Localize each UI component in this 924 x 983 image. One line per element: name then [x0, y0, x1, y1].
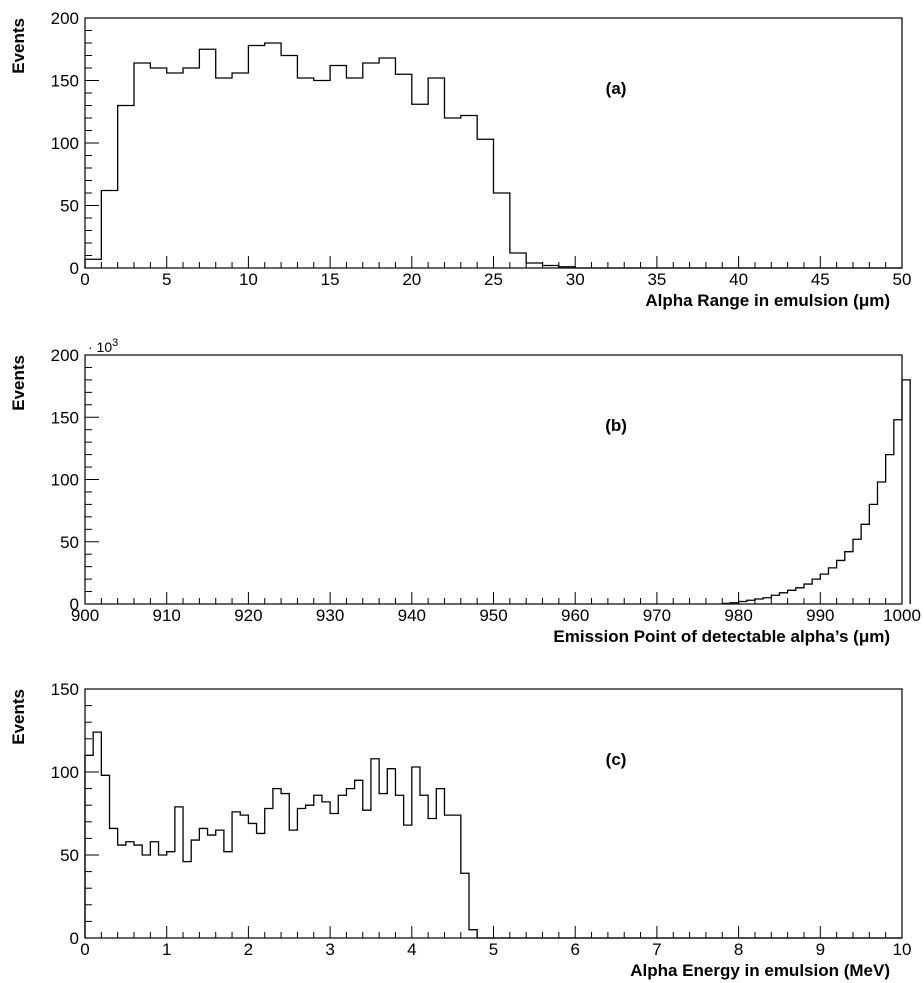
- y-tick-label: 150: [51, 72, 79, 91]
- x-tick-label: 960: [561, 606, 589, 625]
- y-tick-label: 100: [51, 134, 79, 153]
- x-tick-label: 2: [244, 940, 253, 959]
- x-tick-label: 6: [570, 940, 579, 959]
- y-tick-label: 100: [51, 471, 79, 490]
- plot-frame: [84, 688, 903, 939]
- y-axis-title: Events: [9, 18, 28, 74]
- y-tick-label: 50: [60, 846, 79, 865]
- y-tick-label: 150: [51, 680, 79, 699]
- panel-label: (c): [606, 750, 627, 769]
- x-tick-label: 5: [162, 270, 171, 289]
- y-tick-label: 200: [51, 9, 79, 28]
- x-tick-label: 0: [80, 940, 89, 959]
- x-tick-label: 30: [566, 270, 585, 289]
- x-tick-label: 940: [398, 606, 426, 625]
- x-tick-label: 0: [80, 270, 89, 289]
- y-tick-label: 50: [60, 197, 79, 216]
- plot-frame: [84, 354, 903, 605]
- x-tick-label: 900: [71, 606, 99, 625]
- x-axis-title: Emission Point of detectable alpha’s (μm…: [553, 627, 890, 646]
- y-axis-title: Events: [9, 355, 28, 411]
- x-tick-label: 920: [234, 606, 262, 625]
- x-tick-label: 1000: [883, 606, 921, 625]
- x-tick-label: 7: [652, 940, 661, 959]
- x-tick-label: 25: [484, 270, 503, 289]
- x-tick-label: 10: [893, 940, 912, 959]
- x-tick-label: 40: [729, 270, 748, 289]
- x-tick-label: 1: [162, 940, 171, 959]
- x-tick-label: 910: [153, 606, 181, 625]
- y-tick-label: 50: [60, 533, 79, 552]
- x-tick-label: 15: [321, 270, 340, 289]
- chart-panel-0: 0 5 10 15 20 25 30 35 40 45 50 0 50 100 150 200 Alpha Ra…: [9, 9, 911, 310]
- y-tick-label: 100: [51, 763, 79, 782]
- x-tick-label: 9: [816, 940, 825, 959]
- y-multiplier-label: · 103: [88, 337, 118, 355]
- x-tick-label: 980: [724, 606, 752, 625]
- x-tick-label: 10: [239, 270, 258, 289]
- y-tick-label: 200: [51, 346, 79, 365]
- panel-label: (a): [606, 79, 627, 98]
- y-axis-title: Events: [9, 689, 28, 745]
- x-axis-title: Alpha Range in emulsion (μm): [645, 291, 890, 310]
- x-tick-label: 8: [734, 940, 743, 959]
- x-tick-label: 20: [402, 270, 421, 289]
- x-axis-title: Alpha Energy in emulsion (MeV): [630, 961, 890, 980]
- x-tick-label: 45: [811, 270, 830, 289]
- y-tick-label: 0: [70, 259, 79, 278]
- x-tick-label: 950: [479, 606, 507, 625]
- histogram-series: [84, 42, 902, 269]
- x-tick-label: 930: [316, 606, 344, 625]
- histogram-series: [721, 379, 911, 605]
- histogram-series: [84, 731, 902, 939]
- x-tick-label: 4: [407, 940, 416, 959]
- y-tick-label: 0: [70, 595, 79, 614]
- chart-panel-1: 900 910 920 930 940 950 960 970 980 990 1000 0 50 100…: [9, 337, 921, 646]
- x-tick-label: 990: [806, 606, 834, 625]
- x-tick-label: 5: [489, 940, 498, 959]
- panel-label: (b): [605, 416, 627, 435]
- x-tick-label: 970: [643, 606, 671, 625]
- y-tick-label: 0: [70, 929, 79, 948]
- x-tick-label: 50: [893, 270, 912, 289]
- y-tick-label: 150: [51, 408, 79, 427]
- y-multiplier-exponent: 3: [112, 337, 118, 349]
- x-tick-label: 3: [325, 940, 334, 959]
- x-tick-label: 35: [647, 270, 666, 289]
